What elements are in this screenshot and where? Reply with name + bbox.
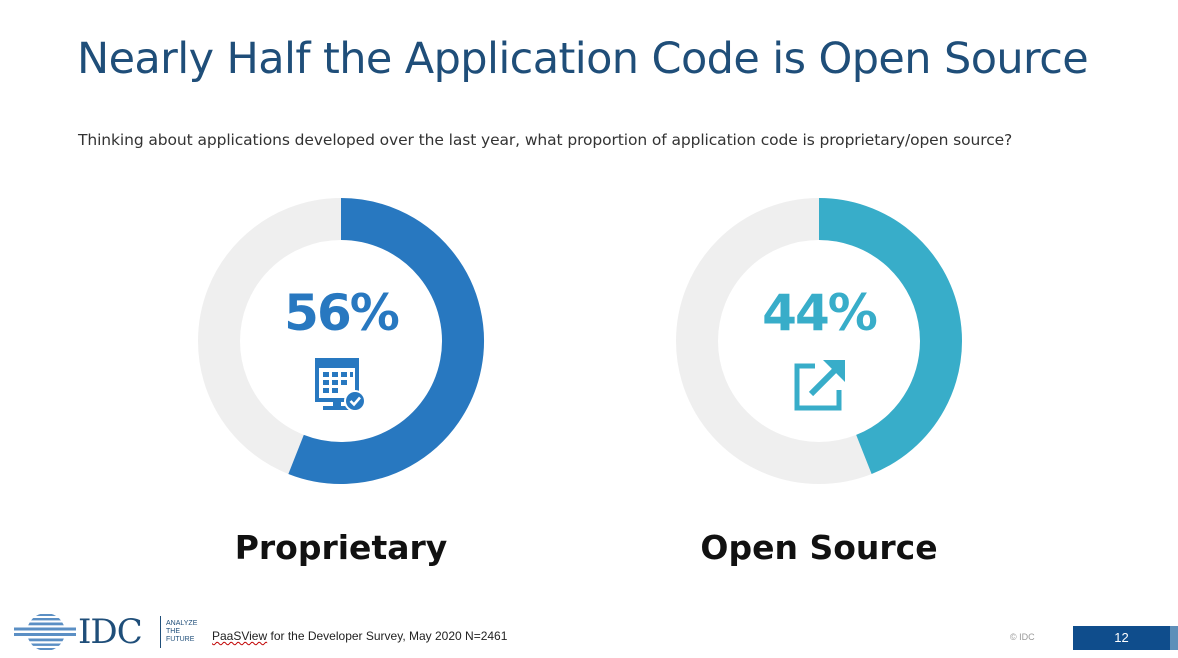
tagline-line: FUTURE (166, 636, 195, 643)
slide-subtitle: Thinking about applications developed ov… (78, 131, 1013, 149)
donut-open-source (676, 198, 962, 484)
chart-label-open-source: Open Source (700, 528, 938, 567)
donut-chart-open-source: 44% Open Source (674, 196, 964, 567)
tagline-line: ANALYZE (166, 620, 198, 627)
computer-check-icon (311, 356, 371, 416)
chart-label-proprietary: Proprietary (234, 528, 448, 567)
logo-divider (160, 616, 161, 648)
idc-logo-text: IDC (78, 612, 143, 652)
idc-logo-icon (14, 614, 76, 650)
external-link-icon (789, 356, 849, 416)
percent-label-open-source: 44% (762, 284, 878, 342)
source-name: PaaSView (212, 629, 268, 643)
source-detail: for the Developer Survey, May 2020 N=246… (267, 629, 508, 643)
slide-title: Nearly Half the Application Code is Open… (77, 34, 1089, 84)
donut-slice-open-source (818, 198, 962, 474)
logo-tagline: ANALYZE THE FUTURE (166, 620, 210, 644)
percent-label-proprietary: 56% (284, 284, 400, 342)
page-number: 12 (1073, 626, 1170, 650)
source-note: PaaSView for the Developer Survey, May 2… (212, 629, 507, 643)
tagline-line: THE (166, 628, 180, 635)
donut-chart-proprietary: 56% Proprietary (196, 196, 486, 567)
copyright: © IDC (1010, 632, 1035, 642)
donut-slice-proprietary (288, 198, 484, 484)
page-number-edge (1170, 626, 1178, 650)
donut-proprietary (198, 198, 484, 484)
